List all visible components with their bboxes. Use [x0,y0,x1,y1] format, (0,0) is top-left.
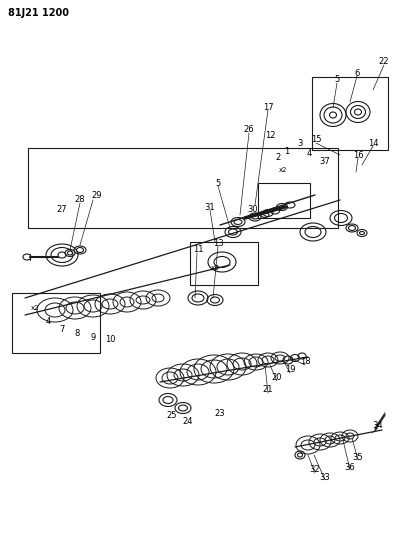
Text: 30: 30 [248,206,258,214]
Text: 20: 20 [272,374,282,383]
Text: 1: 1 [285,148,290,157]
Text: 27: 27 [57,206,67,214]
Bar [258,183,310,218]
Text: 3: 3 [298,140,303,149]
Text: x2: x2 [279,167,287,173]
Text: 4: 4 [45,318,51,327]
Text: 26: 26 [244,125,254,134]
Text: 11: 11 [193,246,203,254]
Text: 7: 7 [59,326,65,335]
Text: 31: 31 [205,203,215,212]
Text: 17: 17 [263,102,273,111]
Text: 21: 21 [263,385,273,394]
Text: 8: 8 [74,329,80,338]
Text: 34: 34 [373,421,383,430]
Bar [190,242,258,285]
Text: 36: 36 [345,463,355,472]
Text: 16: 16 [353,150,363,159]
Text: 5: 5 [334,76,340,85]
Text: 24: 24 [183,417,193,426]
Text: 15: 15 [311,135,321,144]
Text: 4: 4 [307,149,312,158]
Text: 9: 9 [90,333,95,342]
Text: 33: 33 [320,472,331,481]
Text: 14: 14 [368,139,378,148]
Text: 23: 23 [215,408,225,417]
Text: 25: 25 [167,410,177,419]
Text: 22: 22 [379,58,389,67]
Text: 29: 29 [92,190,102,199]
Text: 5: 5 [215,179,220,188]
Text: 19: 19 [285,366,295,375]
Text: 13: 13 [213,238,223,247]
Text: 2: 2 [275,154,281,163]
Text: 37: 37 [320,157,331,166]
Text: x2: x2 [31,305,39,311]
Text: 6: 6 [354,69,360,77]
Text: 18: 18 [300,358,310,367]
Text: 28: 28 [75,196,85,205]
Text: 35: 35 [353,453,363,462]
Bar [312,77,388,150]
Text: x8: x8 [211,265,219,271]
Text: 12: 12 [265,131,275,140]
Text: 10: 10 [105,335,115,344]
Text: 32: 32 [310,465,320,474]
Text: 81J21 1200: 81J21 1200 [8,8,69,18]
